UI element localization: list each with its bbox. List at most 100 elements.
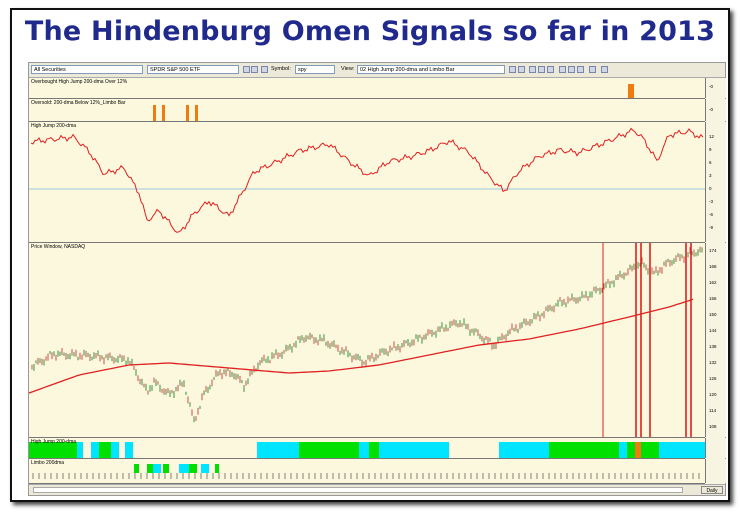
oversold-signal-bar [195,105,198,121]
limbo-bar-segment [153,464,161,473]
axis-tick-label: -0 [709,84,714,89]
overbought-axis: -0 [705,78,726,98]
highjump-bar-segment [379,442,449,458]
zoom-out-icon[interactable] [568,66,575,73]
bookmark-icon[interactable] [601,66,608,73]
view-label: View: [341,66,355,72]
symbol-input[interactable]: spy [295,65,335,74]
highjump-bar-segment [509,442,549,458]
highjump-bar-segment [133,442,257,458]
highjump-bar-segment [77,442,83,458]
axis-tick-label: 114 [709,408,717,413]
axis-tick-label: 120 [709,392,717,397]
limbo-bar-segment [179,464,189,473]
view-select[interactable]: 02 High Jump 200-dma and Limbo Bar [357,65,505,74]
limbo-svg [32,464,700,479]
prev-button[interactable] [243,66,250,73]
binoculars-icon[interactable] [261,66,268,73]
toolbar: All Securities SPDR S&P 500 ETF Symbol: … [29,63,725,78]
axis-tick-label: 126 [709,376,717,381]
highjump-bar-segment [99,442,111,458]
axis-tick-label: 144 [709,328,717,333]
axis-tick-label: 0 [709,186,712,191]
highjump-bar-segment [659,442,705,458]
highjump-bar-svg [29,442,705,458]
securities-list-select[interactable]: All Securities [31,65,143,74]
refresh-icon[interactable] [589,66,596,73]
oversold-signal-bar [153,105,156,121]
highjump-bar-segment [549,442,569,458]
highjump-line [30,127,704,233]
highjump-pane[interactable]: High Jump 200-dma [29,122,705,243]
axis-tick-label: 162 [709,280,717,285]
period-button[interactable]: Daily [701,486,723,494]
highjump-bar-segment [299,442,359,458]
axis-tick-label: 6 [709,160,712,165]
oversold-pane-label: Oversold: 200-dma Below 12%_Limbo Bar [31,100,126,106]
symbol-label: Symbol: [271,66,291,72]
axis-tick-label: -6 [709,212,714,217]
axis-tick-label: 156 [709,296,717,301]
slide-frame: The Hindenburg Omen Signals so far in 20… [10,8,730,502]
axis-tick-label: 108 [709,424,717,429]
overbought-pane[interactable]: Overbought High Jump 200-dma Over 12% [29,78,705,99]
axis-tick-label: 9 [709,147,712,152]
oversold-axis: -0 [705,99,726,121]
highjump-bar-segment [641,442,659,458]
highjump-bar-axis [705,438,726,458]
horizontal-scrollbar[interactable] [33,487,683,493]
price-svg [29,243,703,437]
next-button[interactable] [251,66,258,73]
limbo-bar-segment [147,464,153,473]
limbo-pane-label: Limbo 200dma [31,460,65,466]
highjump-bar-segment [29,442,77,458]
zoom-in-icon[interactable] [559,66,566,73]
axis-tick-label: -0 [709,107,714,112]
layout-icon[interactable] [518,66,525,73]
highjump-bar-segment [91,442,99,458]
chart-settings-icon[interactable] [509,66,516,73]
highjump-bar-segment [569,442,619,458]
highjump-bar-segment [359,442,369,458]
highjump-bar-segment [119,442,125,458]
price-bars [31,246,703,423]
save-icon[interactable] [538,66,545,73]
limbo-bar-segment [134,464,139,473]
oversold-signal-bar [186,105,189,121]
highjump-bar-label: High Jump 200-dma [31,439,77,445]
price-pane-label: Price Window, NASDAQ [31,244,86,250]
page-title: The Hindenburg Omen Signals so far in 20… [24,16,716,47]
zoom-fit-icon[interactable] [577,66,584,73]
axis-tick-label: 168 [709,264,717,269]
chart-application-window: All Securities SPDR S&P 500 ETF Symbol: … [28,62,726,496]
oversold-pane[interactable]: Oversold: 200-dma Below 12%_Limbo Bar [29,99,705,122]
highjump-bar-pane[interactable]: High Jump 200-dma [29,438,705,459]
axis-tick-label: 150 [709,312,717,317]
highjump-bar-segment [635,442,641,458]
highjump-bar-segment [499,442,509,458]
overbought-signal-bar [628,84,634,98]
highjump-bar-segment [125,442,133,458]
axis-tick-label: 138 [709,344,717,349]
price-axis: 174 168 162 156 150 144 138 132 126 120 … [705,243,726,437]
price-pane[interactable]: Price Window, NASDAQ [29,243,705,438]
oversold-signal-bar [162,105,165,121]
print-icon[interactable] [547,66,554,73]
axis-tick-label: 174 [709,248,717,253]
axis-tick-label: -3 [709,199,714,204]
highjump-bar-segment [369,442,379,458]
highjump-bar-segment [257,442,299,458]
overbought-pane-label: Overbought High Jump 200-dma Over 12% [31,79,128,85]
limbo-bar-segment [201,464,209,473]
oversold-svg [153,105,198,121]
highjump-bar-segment [83,442,91,458]
highjump-bar-segment [111,442,119,458]
highjump-bar-segment [627,442,635,458]
security-select[interactable]: SPDR S&P 500 ETF [147,65,239,74]
axis-tick-label: 132 [709,360,717,365]
status-bar: Daily [29,484,725,495]
limbo-bar-segment [163,464,169,473]
limbo-pane[interactable]: Limbo 200dma [29,459,705,484]
folder-icon[interactable] [529,66,536,73]
limbo-axis [705,459,726,483]
